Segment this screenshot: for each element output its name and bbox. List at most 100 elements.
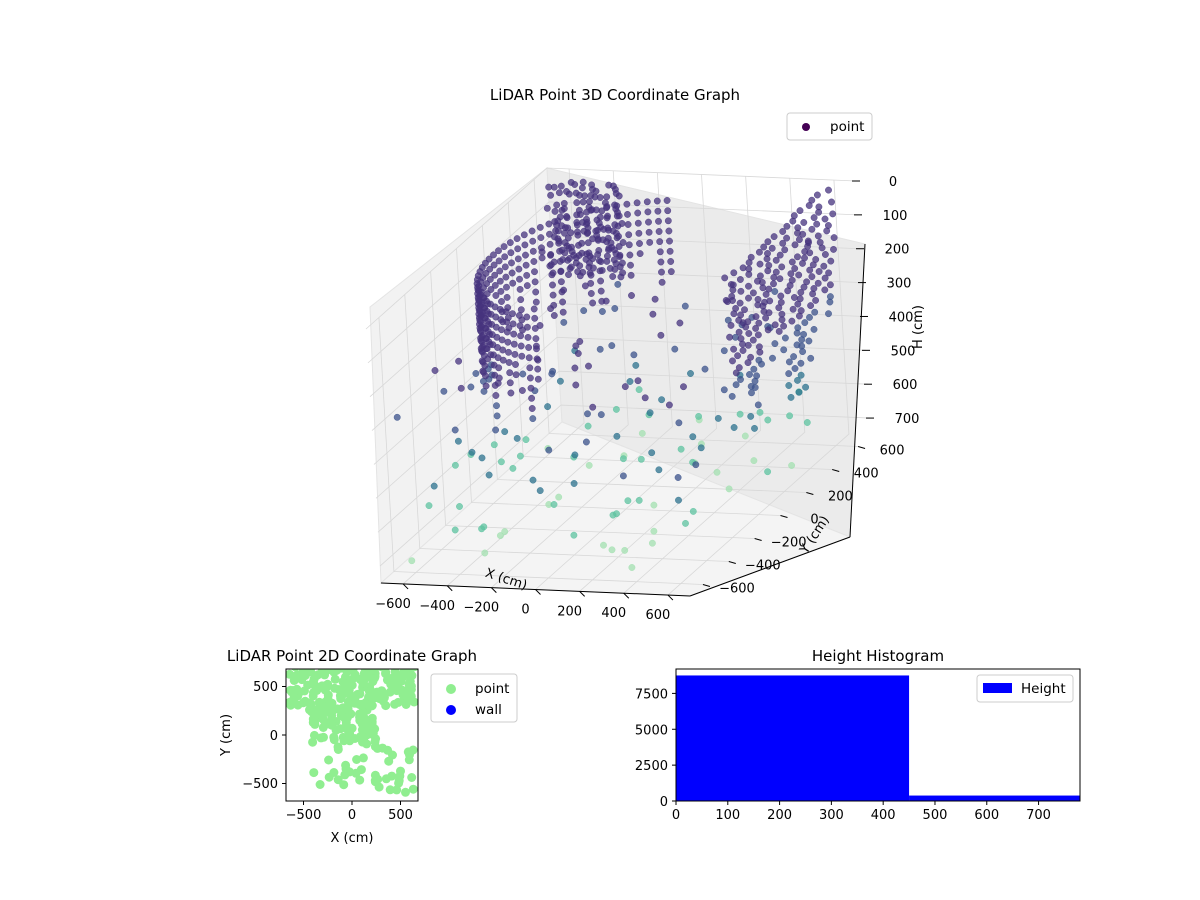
point-3d xyxy=(821,215,829,223)
point-3d xyxy=(780,346,788,354)
point-3d xyxy=(826,298,834,306)
point-3d xyxy=(627,271,635,279)
point-2d xyxy=(355,775,365,785)
point-3d xyxy=(764,238,772,246)
point-2d xyxy=(329,732,339,742)
point-3d xyxy=(692,461,700,469)
point-3d xyxy=(776,251,784,259)
point-3d xyxy=(803,419,811,426)
point-3d xyxy=(595,247,603,254)
point-3d xyxy=(516,285,524,293)
point-3d xyxy=(564,234,572,242)
point-3d xyxy=(804,242,812,250)
y-tick-label-3d-1: −400 xyxy=(745,559,781,574)
grid-line-y-3 xyxy=(456,248,781,516)
point-3d xyxy=(745,259,753,267)
point-3d xyxy=(813,191,821,199)
point-3d xyxy=(582,438,590,446)
point-3d xyxy=(627,261,634,269)
point-3d xyxy=(430,482,438,490)
point-2d xyxy=(395,771,405,781)
point-3d xyxy=(592,187,600,195)
point-3d xyxy=(575,252,583,259)
y-tick-3d-4 xyxy=(806,492,814,495)
point-3d xyxy=(701,365,709,373)
point-3d xyxy=(525,344,533,351)
point-3d xyxy=(809,290,817,298)
point-3d xyxy=(747,412,755,420)
point-3d xyxy=(735,328,743,336)
point-3d xyxy=(744,341,752,349)
point-3d xyxy=(830,234,838,242)
point-3d xyxy=(467,383,475,391)
point-3d xyxy=(656,248,664,256)
point-3d xyxy=(730,269,738,277)
grid-line-y-2 xyxy=(430,271,755,539)
point-3d xyxy=(794,229,801,237)
point-3d xyxy=(665,227,673,235)
point-3d xyxy=(616,263,624,271)
point-3d xyxy=(781,334,789,342)
point-3d xyxy=(805,337,813,345)
point-3d xyxy=(714,414,722,422)
point-3d xyxy=(666,247,674,255)
point-2d xyxy=(309,768,319,778)
point-3d xyxy=(504,338,512,346)
point-3d xyxy=(760,308,768,315)
point-3d xyxy=(658,278,666,286)
point-3d xyxy=(811,308,819,316)
x-tick-label-3d-4: 200 xyxy=(557,604,582,619)
point-3d xyxy=(724,298,731,306)
point-3d xyxy=(775,327,783,335)
point-3d xyxy=(549,367,557,375)
point-3d xyxy=(789,305,797,313)
point-3d xyxy=(576,262,584,270)
y-tick-label-hist-1: 2500 xyxy=(635,759,668,774)
point-3d xyxy=(545,220,553,228)
point-2d xyxy=(358,678,368,688)
point-3d xyxy=(571,364,579,372)
point-3d xyxy=(570,531,578,539)
point-3d xyxy=(555,493,563,501)
point-3d xyxy=(587,290,595,297)
point-3d xyxy=(576,272,584,280)
point-3d xyxy=(517,306,525,314)
point-3d xyxy=(624,210,631,218)
point-3d xyxy=(507,389,515,397)
point-3d xyxy=(797,288,805,296)
point-2d xyxy=(405,687,415,697)
x-tick-label-3d-6: 600 xyxy=(646,608,671,623)
point-2d xyxy=(351,672,361,681)
point-2d xyxy=(337,692,346,701)
point-2d xyxy=(355,716,365,725)
point-3d xyxy=(536,487,544,495)
point-3d xyxy=(506,379,514,387)
point-3d xyxy=(516,275,523,283)
point-3d xyxy=(771,340,779,348)
point-2d xyxy=(377,669,386,672)
point-3d xyxy=(605,244,613,252)
point-3d xyxy=(638,429,646,437)
legend-2d: point wall xyxy=(430,673,518,723)
point-3d xyxy=(485,471,493,479)
point-3d xyxy=(499,356,507,364)
point-2d xyxy=(300,686,309,696)
point-3d xyxy=(658,396,666,404)
y-tick-label-3d-3: 0 xyxy=(810,513,818,528)
point-2d xyxy=(387,771,397,781)
point-3d xyxy=(795,236,803,244)
grid-line-y-6 xyxy=(533,179,859,447)
x-tick-3d-2 xyxy=(491,587,497,593)
point-3d xyxy=(830,245,837,253)
point-3d xyxy=(801,248,809,256)
point-3d xyxy=(533,355,541,363)
point-3d xyxy=(800,219,808,226)
point-3d xyxy=(798,336,806,344)
x-tick-3d-3 xyxy=(535,589,541,595)
point-2d xyxy=(356,765,366,775)
point-3d xyxy=(650,527,658,535)
histogram-bars xyxy=(676,675,1080,801)
point-2d xyxy=(371,734,381,744)
point-3d xyxy=(655,217,662,225)
point-3d xyxy=(595,257,603,265)
